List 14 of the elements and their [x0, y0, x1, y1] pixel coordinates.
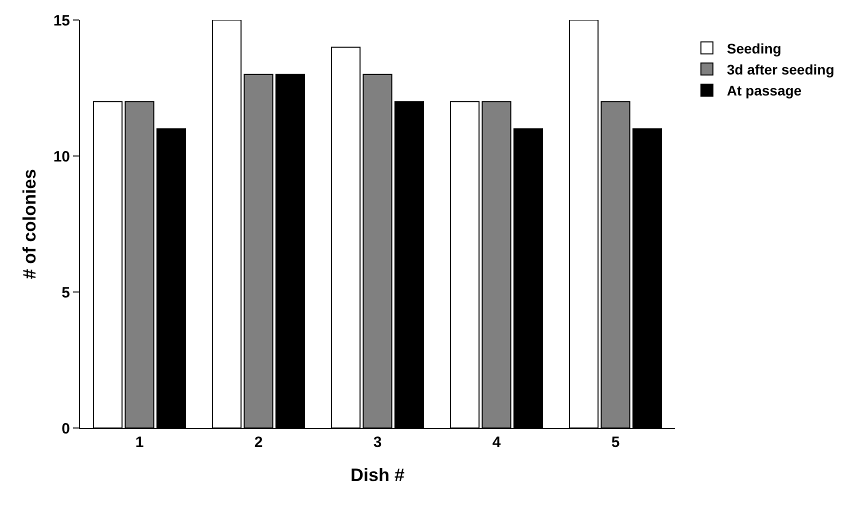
y-axis-title: # of colonies [20, 168, 40, 280]
x-tick-label: 2 [254, 434, 263, 451]
y-tick-label: 10 [53, 148, 70, 166]
y-tick-label: 0 [62, 420, 70, 438]
x-tick-label: 1 [135, 434, 144, 451]
y-tick-label: 5 [62, 284, 70, 302]
legend-label: 3d after seeding [726, 62, 834, 78]
x-tick-label: 5 [611, 434, 620, 451]
y-tick-label: 15 [53, 12, 70, 30]
x-tick-label: 4 [492, 434, 502, 451]
legend-label: At passage [726, 82, 802, 99]
legend-label: Seeding [726, 40, 782, 56]
x-tick-label: 3 [373, 434, 382, 451]
x-axis-title: Dish # [350, 465, 405, 486]
